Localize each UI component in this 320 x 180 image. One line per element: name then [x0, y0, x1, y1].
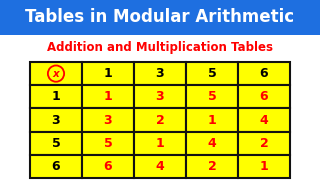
- Text: 4: 4: [156, 160, 164, 173]
- Text: 1: 1: [260, 160, 268, 173]
- Text: 4: 4: [260, 114, 268, 127]
- Bar: [134, 155, 186, 178]
- Text: Addition and Multiplication Tables: Addition and Multiplication Tables: [47, 40, 273, 53]
- Text: 5: 5: [104, 137, 112, 150]
- Bar: [82, 132, 134, 155]
- Bar: [238, 108, 290, 132]
- Text: 2: 2: [156, 114, 164, 127]
- Text: 1: 1: [208, 114, 216, 127]
- Bar: [82, 85, 134, 108]
- Text: 3: 3: [104, 114, 112, 127]
- Bar: [30, 108, 82, 132]
- Text: 3: 3: [52, 114, 60, 127]
- Bar: [82, 108, 134, 132]
- Text: 1: 1: [104, 67, 112, 80]
- Text: 4: 4: [208, 137, 216, 150]
- Text: 5: 5: [208, 67, 216, 80]
- Bar: [186, 108, 238, 132]
- Text: 2: 2: [260, 137, 268, 150]
- Bar: [238, 132, 290, 155]
- Text: 6: 6: [104, 160, 112, 173]
- Text: 1: 1: [156, 137, 164, 150]
- Bar: [186, 85, 238, 108]
- Bar: [82, 155, 134, 178]
- Text: 6: 6: [260, 90, 268, 103]
- Bar: [186, 155, 238, 178]
- Bar: [134, 62, 186, 85]
- Text: 6: 6: [260, 67, 268, 80]
- Bar: [186, 132, 238, 155]
- Bar: [82, 62, 134, 85]
- Bar: [238, 85, 290, 108]
- Bar: [134, 85, 186, 108]
- Text: Tables in Modular Arithmetic: Tables in Modular Arithmetic: [25, 8, 295, 26]
- Bar: [186, 62, 238, 85]
- Bar: [30, 132, 82, 155]
- Bar: [134, 108, 186, 132]
- Text: 3: 3: [156, 67, 164, 80]
- Text: x: x: [52, 69, 60, 79]
- Bar: [238, 155, 290, 178]
- Text: 1: 1: [104, 90, 112, 103]
- Text: 1: 1: [52, 90, 60, 103]
- Text: 3: 3: [156, 90, 164, 103]
- Text: 6: 6: [52, 160, 60, 173]
- Bar: [30, 155, 82, 178]
- Bar: [30, 62, 82, 85]
- Bar: [238, 62, 290, 85]
- Bar: [134, 132, 186, 155]
- Text: 5: 5: [52, 137, 60, 150]
- Bar: [30, 85, 82, 108]
- Text: 5: 5: [208, 90, 216, 103]
- Bar: [0, 0, 320, 35]
- Text: 2: 2: [208, 160, 216, 173]
